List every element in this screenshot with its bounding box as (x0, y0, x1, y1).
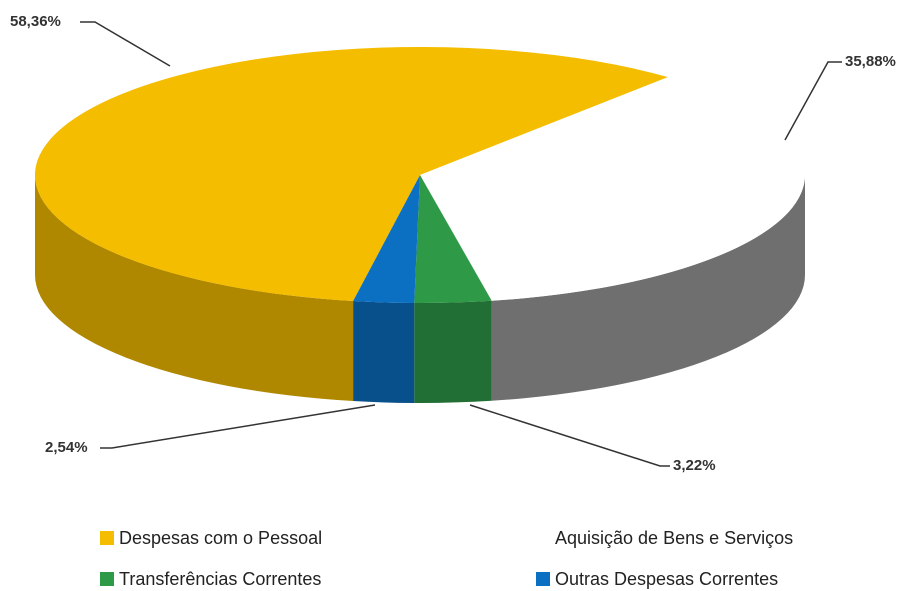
value-label: 58,36% (10, 13, 61, 30)
legend: Despesas com o Pessoal Aquisição de Bens… (100, 528, 793, 589)
slice (414, 175, 492, 303)
legend-marker (100, 572, 114, 586)
slice-side (353, 301, 415, 403)
slice-side (491, 175, 805, 401)
value-label: 3,22% (673, 457, 716, 474)
leader-line (80, 21, 171, 67)
value-label: 35,88% (845, 53, 896, 70)
slice (420, 77, 806, 301)
leader-line (469, 404, 670, 467)
slice-side (414, 300, 492, 403)
leader-line (784, 61, 842, 141)
legend-marker (536, 531, 550, 545)
labels: 58,36% 35,88% 3,22% 2,54% (10, 13, 896, 474)
legend-marker (536, 572, 550, 586)
value-label: 2,54% (45, 439, 88, 456)
slice (353, 175, 420, 303)
legend-label: Despesas com o Pessoal (119, 528, 322, 548)
slice-side (35, 175, 354, 402)
leader-line (100, 404, 376, 449)
slice (34, 46, 668, 302)
legend-label: Transferências Correntes (119, 569, 321, 589)
pie (34, 46, 806, 403)
legend-label: Aquisição de Bens e Serviços (555, 528, 793, 548)
legend-marker (100, 531, 114, 545)
legend-label: Outras Despesas Correntes (555, 569, 778, 589)
